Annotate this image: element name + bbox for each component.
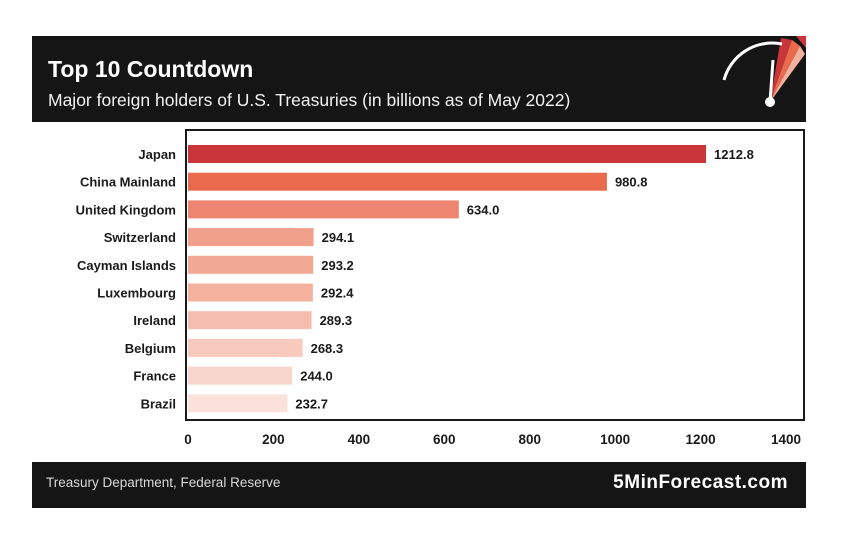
plot-area: Japan 1212.8 China Mainland 980.8 United Kin… xyxy=(32,122,806,462)
value-label: 634.0 xyxy=(467,202,500,217)
value-label: 244.0 xyxy=(300,369,333,384)
bar xyxy=(188,255,314,274)
category-label: Switzerland xyxy=(104,230,176,245)
value-label: 1212.8 xyxy=(714,147,754,162)
category-label: Brazil xyxy=(141,396,176,411)
bar xyxy=(188,338,303,357)
category-label: Luxembourg xyxy=(97,286,176,301)
bar xyxy=(188,228,314,247)
x-tick-label: 1200 xyxy=(686,432,716,447)
category-label: Ireland xyxy=(133,313,176,328)
value-label: 294.1 xyxy=(322,230,355,245)
x-tick-label: 800 xyxy=(518,432,541,447)
chart-footer: Treasury Department, Federal Reserve 5Mi… xyxy=(32,462,806,508)
bar xyxy=(188,366,293,385)
bar-chart: Japan 1212.8 China Mainland 980.8 United Kin… xyxy=(76,129,805,447)
plot-frame xyxy=(185,129,805,421)
x-tick-label: 1000 xyxy=(600,432,630,447)
chart-header: Top 10 Countdown Major foreign holders o… xyxy=(32,36,806,122)
chart-subtitle: Major foreign holders of U.S. Treasuries… xyxy=(48,90,571,110)
value-label: 268.3 xyxy=(311,341,344,356)
source-note: Treasury Department, Federal Reserve xyxy=(46,475,281,490)
value-label: 289.3 xyxy=(320,313,353,328)
category-label: Japan xyxy=(138,147,176,162)
category-label: France xyxy=(133,369,176,384)
x-tick-label: 200 xyxy=(262,432,285,447)
x-tick-label: 1400 xyxy=(771,432,801,447)
chart-card: Top 10 Countdown Major foreign holders o… xyxy=(32,36,806,508)
x-tick-label: 600 xyxy=(433,432,456,447)
brand-name: 5MinForecast.com xyxy=(613,472,788,493)
value-label: 232.7 xyxy=(295,396,328,411)
value-label: 292.4 xyxy=(321,286,354,301)
category-label: Belgium xyxy=(125,341,176,356)
bar xyxy=(188,311,312,330)
bar xyxy=(188,200,459,219)
bar xyxy=(188,283,313,302)
bar xyxy=(188,145,707,163)
category-label: Cayman Islands xyxy=(77,258,176,273)
category-label: China Mainland xyxy=(80,175,176,190)
value-label: 980.8 xyxy=(615,175,648,190)
value-label: 293.2 xyxy=(321,258,354,273)
chart-title: Top 10 Countdown xyxy=(48,56,254,82)
bar xyxy=(188,394,288,413)
bar xyxy=(188,172,607,191)
x-tick-label: 0 xyxy=(184,432,192,447)
x-tick-label: 400 xyxy=(348,432,371,447)
stopwatch-icon xyxy=(722,36,806,107)
category-label: United Kingdom xyxy=(76,202,176,217)
